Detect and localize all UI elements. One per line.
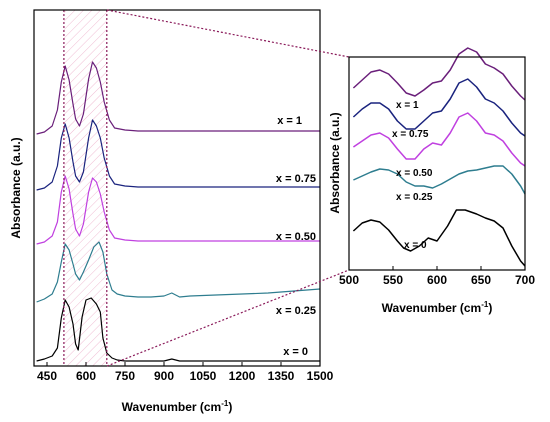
inset-series-line [352, 209, 526, 267]
main-y-axis-label: Absorbance (a.u.) [9, 137, 23, 238]
main-tick-label: 450 [37, 369, 57, 383]
main-x-ticks: 450 600 750 900 1050 1200 1350 1500 [37, 362, 334, 383]
inset-series-label: x = 0 [404, 240, 427, 251]
main-tick-label: 750 [115, 369, 135, 383]
zoom-connector-bottom [106, 269, 350, 367]
inset-tick-label: 700 [515, 273, 535, 287]
inset-tick-label: 600 [427, 273, 447, 287]
main-x-axis-label: Wavenumber (cm-1) [122, 399, 233, 414]
main-series-line [36, 241, 321, 303]
inset-tick-label: 550 [383, 273, 403, 287]
inset-chart: 500 550 600 650 700 Absorbance (a.u.) Wavenu… [328, 47, 535, 315]
main-series-group [36, 61, 321, 362]
main-series-label: x = 0.25 [276, 305, 316, 317]
inset-y-axis-label: Absorbance (a.u.) [328, 112, 342, 213]
main-highlight-band [63, 10, 107, 366]
inset-series-line [352, 78, 526, 137]
main-tick-label: 1350 [268, 369, 295, 383]
main-tick-label: 600 [76, 369, 96, 383]
main-tick-label: 1500 [307, 369, 334, 383]
inset-series-label: x = 0.25 [396, 192, 433, 203]
main-series-label: x = 0.50 [276, 231, 316, 243]
main-series-label: x = 0 [283, 346, 308, 358]
main-series-line [36, 61, 320, 135]
inset-plot-frame [348, 56, 526, 271]
main-series-labels: x = 0 x = 0.25 x = 0.50 x = 0.75 x = 1 [276, 115, 316, 358]
inset-series-label: x = 0.50 [396, 168, 433, 179]
inset-series-line [352, 112, 526, 167]
main-series-label: x = 0.75 [276, 173, 316, 185]
inset-x-axis-label: Wavenumber (cm-1) [382, 300, 493, 315]
inset-series-group [352, 47, 526, 267]
main-series-label: x = 1 [277, 115, 302, 127]
inset-series-labels: x = 0 x = 0.25 x = 0.50 x = 0.75 x = 1 [392, 100, 433, 251]
inset-tick-label: 500 [339, 273, 359, 287]
main-series-line [36, 175, 320, 245]
main-tick-label: 900 [154, 369, 174, 383]
inset-x-ticks: 500 550 600 650 700 [339, 266, 535, 287]
inset-series-line [352, 47, 526, 101]
inset-tick-label: 650 [471, 273, 491, 287]
inset-series-label: x = 0.75 [392, 129, 429, 140]
zoom-connector-top [106, 9, 350, 58]
main-tick-label: 1200 [229, 369, 256, 383]
inset-series-line [353, 165, 526, 195]
main-tick-label: 1050 [190, 369, 217, 383]
main-plot-frame [33, 9, 321, 367]
main-series-line [36, 297, 320, 362]
inset-series-label: x = 1 [396, 100, 419, 111]
main-chart: 450 600 750 900 1050 1200 1350 1500 Absorbance … [9, 9, 334, 414]
main-series-line [36, 119, 320, 191]
